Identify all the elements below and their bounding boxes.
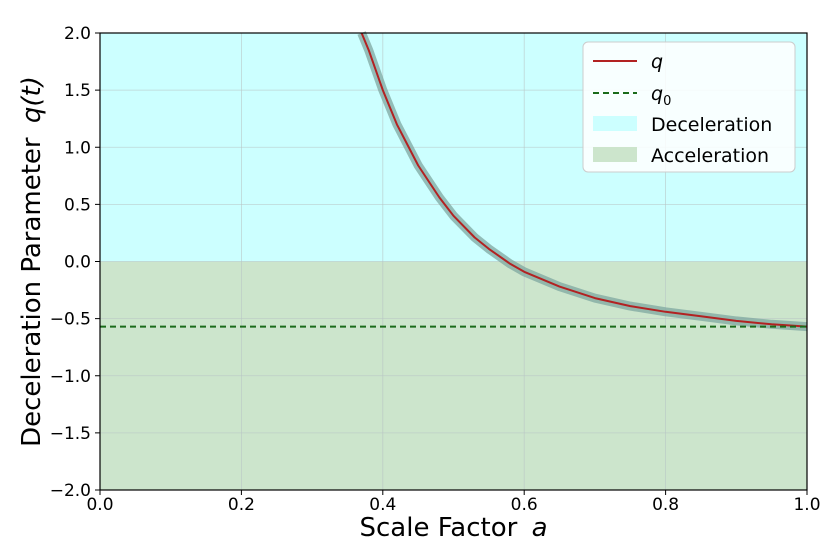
legend-deceleration-swatch	[593, 116, 637, 131]
x-tick-label: 0.6	[511, 495, 538, 515]
plot-lines	[100, 31, 808, 332]
legend-q0-label: q0	[651, 83, 671, 109]
legend: q q0 Deceleration Acceleration	[582, 41, 796, 173]
x-tick-label: 0.4	[369, 495, 396, 515]
y-tick-label: 0.5	[64, 195, 91, 215]
y-axis-label-text: Deceleration Parameter	[17, 137, 47, 447]
legend-q0-base: q	[651, 83, 663, 105]
y-tick-label: 2.0	[64, 24, 91, 44]
x-axis-label-var: a	[532, 513, 548, 543]
x-tick-label: 0.2	[228, 495, 255, 515]
y-axis-label-var: q(t)	[17, 76, 47, 123]
y-tick-label: −2.0	[50, 481, 91, 501]
y-tick-label: 1.0	[64, 138, 91, 158]
y-tick-label: −0.5	[50, 310, 91, 330]
ticks	[95, 32, 808, 495]
legend-q-label: q	[651, 51, 663, 73]
y-axis-label: Deceleration Parameter q(t)	[17, 76, 47, 447]
y-tick-label: 0.0	[64, 253, 91, 273]
y-tick-label: 1.5	[64, 81, 91, 101]
q-line	[360, 32, 808, 328]
y-tick-label: −1.5	[50, 424, 91, 444]
legend-acceleration-label: Acceleration	[651, 145, 769, 167]
y-tick-label: −1.0	[50, 367, 91, 387]
x-axis-label: Scale Factor a	[359, 513, 547, 543]
legend-acceleration-swatch	[593, 147, 637, 162]
x-tick-label: 1.0	[793, 495, 820, 515]
tick-labels: 0.0 0.2 0.4 0.6 0.8 1.0 2.0 1.5 1.0 0.5 0.0 −0.5 −1.…	[50, 24, 821, 515]
x-tick-label: 0.8	[652, 495, 679, 515]
x-axis-label-text: Scale Factor	[359, 513, 517, 543]
legend-box	[582, 41, 796, 173]
legend-q0-sub: 0	[663, 94, 671, 109]
legend-deceleration-label: Deceleration	[651, 114, 772, 136]
x-tick-label: 0.0	[86, 495, 113, 515]
